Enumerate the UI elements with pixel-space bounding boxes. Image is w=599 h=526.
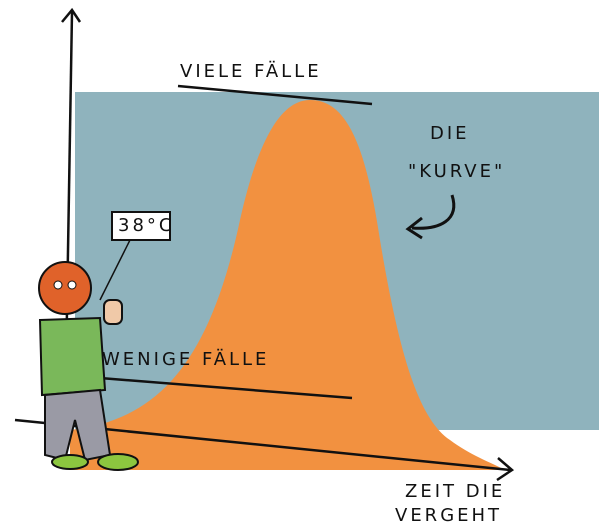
x-axis-label: ZEIT DIE	[405, 481, 505, 502]
top-line	[177, 84, 373, 106]
curve-arrowhead	[405, 216, 423, 240]
curve-label: "KURVE"	[408, 161, 505, 182]
top-label: VIELE FÄLLE	[180, 61, 322, 82]
x-axis-label: VERGEHT	[395, 505, 502, 526]
thermometer-pointer	[99, 239, 131, 301]
eye	[67, 280, 77, 290]
y-axis-arrow	[61, 7, 82, 23]
thermometer-label: 38°C	[118, 215, 174, 236]
curve-arrow	[411, 194, 456, 230]
shoe	[97, 453, 139, 471]
curve	[70, 100, 505, 470]
thermometer-box	[111, 211, 171, 241]
bottom-line	[99, 376, 353, 400]
hand	[103, 299, 123, 325]
shoe	[51, 454, 89, 470]
x-axis-arrow	[496, 457, 515, 482]
pants	[44, 388, 112, 462]
eye	[53, 280, 63, 290]
curve-label: DIE	[430, 123, 470, 144]
character	[38, 261, 139, 471]
bottom-label: WENIGE FÄLLE	[102, 349, 269, 370]
virus-head	[38, 261, 92, 315]
shirt	[38, 316, 107, 397]
